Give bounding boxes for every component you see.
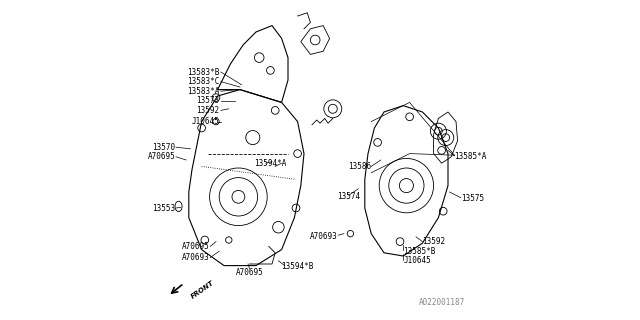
- Text: 13594*B: 13594*B: [282, 262, 314, 271]
- Text: 13586: 13586: [348, 162, 371, 171]
- Text: 13553: 13553: [152, 204, 175, 212]
- Text: 13585*B: 13585*B: [403, 247, 436, 256]
- Text: A70695: A70695: [236, 268, 264, 277]
- Text: J10645: J10645: [403, 256, 431, 265]
- Text: 13594*A: 13594*A: [254, 159, 287, 168]
- Text: FRONT: FRONT: [191, 279, 216, 300]
- Text: 13583*A: 13583*A: [187, 87, 219, 96]
- Text: A70695: A70695: [182, 242, 210, 251]
- Text: 13583*B: 13583*B: [187, 68, 219, 76]
- Text: 13583*C: 13583*C: [187, 77, 219, 86]
- Text: 13575: 13575: [461, 194, 484, 203]
- Text: 13592: 13592: [422, 237, 445, 246]
- Text: 13585*A: 13585*A: [454, 152, 487, 161]
- Text: 13573: 13573: [196, 96, 219, 105]
- Text: A70695: A70695: [148, 152, 175, 161]
- Text: A70693: A70693: [182, 253, 210, 262]
- Text: 13570: 13570: [152, 143, 175, 152]
- Text: 13592: 13592: [196, 106, 219, 115]
- Text: J10645: J10645: [191, 117, 219, 126]
- Text: 13574: 13574: [337, 192, 360, 201]
- Text: A022001187: A022001187: [419, 298, 465, 307]
- Text: A70693: A70693: [310, 232, 338, 241]
